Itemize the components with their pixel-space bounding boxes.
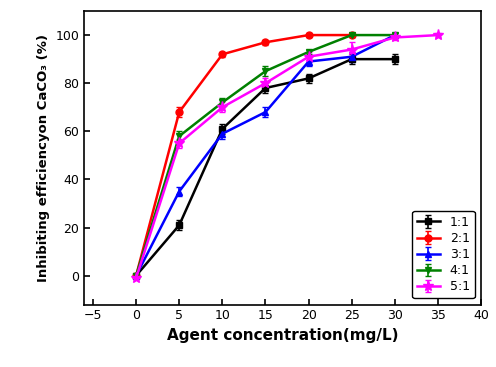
- Y-axis label: Inhibiting efficiencyon CaCO₃ (%): Inhibiting efficiencyon CaCO₃ (%): [37, 34, 50, 282]
- Legend: 1:1, 2:1, 3:1, 4:1, 5:1: 1:1, 2:1, 3:1, 4:1, 5:1: [412, 211, 475, 298]
- X-axis label: Agent concentration(mg/L): Agent concentration(mg/L): [167, 328, 398, 343]
